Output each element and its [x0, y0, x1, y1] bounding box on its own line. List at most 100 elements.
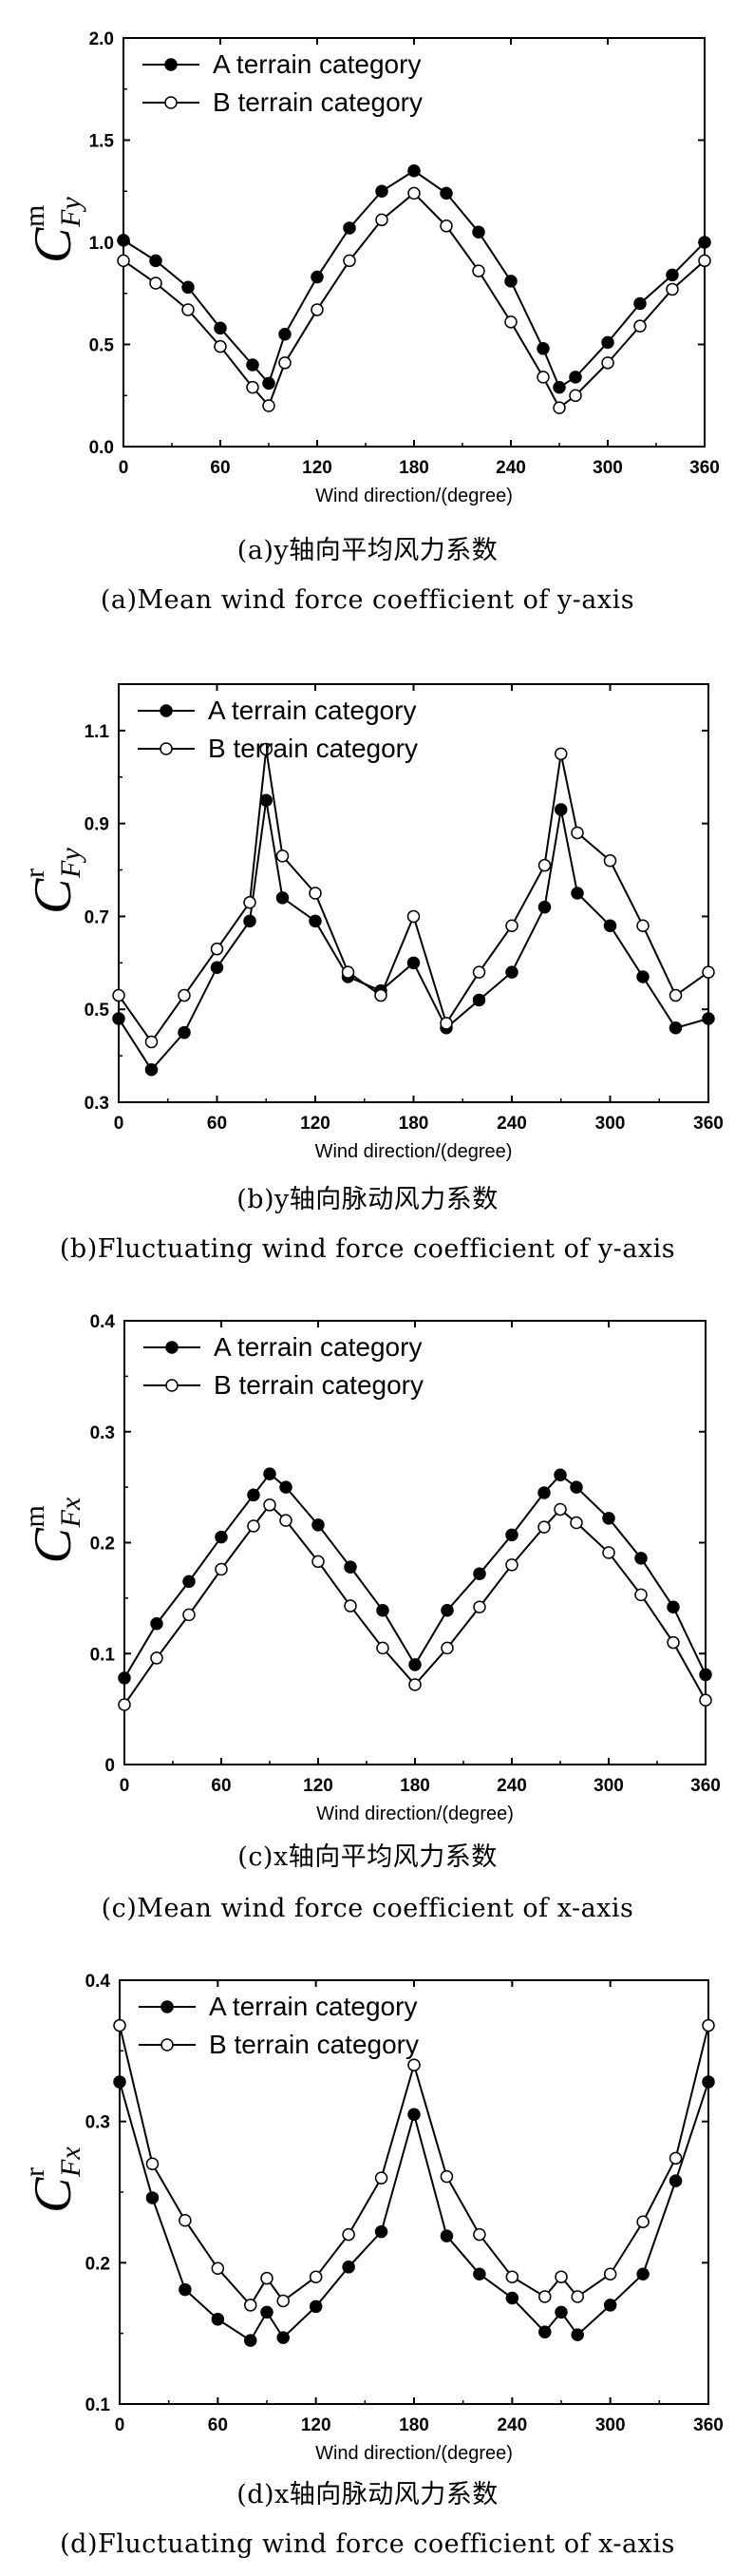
- data-point-a: [181, 280, 195, 295]
- data-point-a: [669, 1021, 683, 1035]
- legend-marker: [164, 96, 178, 109]
- chart-a: 0 60 120 180 240 300 360 0.0 0.5 1.0 1.5 2.0 Wind di…: [19, 29, 720, 506]
- data-point-b: [117, 254, 130, 268]
- data-point-a: [472, 225, 485, 239]
- x-tick-label: 120: [303, 1776, 333, 1796]
- x-tick-label: 0: [114, 1114, 124, 1134]
- caption-en-c: (c)Mean wind force coefficient of x-axis: [101, 1894, 634, 1923]
- data-point-b: [341, 965, 355, 979]
- y-axis-label-sub: Fx: [55, 2147, 86, 2178]
- data-point-b: [259, 742, 273, 756]
- x-tick-label: 300: [595, 2415, 626, 2435]
- data-point-a: [537, 342, 550, 355]
- data-point-a: [441, 1603, 454, 1617]
- data-point-a: [276, 2331, 290, 2344]
- data-point-a: [112, 1012, 125, 1025]
- data-point-a: [505, 2291, 519, 2305]
- data-point-b: [260, 2271, 273, 2285]
- caption-cn-a: (a)y轴向平均风力系数: [236, 536, 499, 565]
- data-point-b: [262, 399, 275, 412]
- data-point-a: [406, 956, 421, 970]
- x-tick-label: 60: [207, 1114, 227, 1134]
- data-point-b: [276, 2294, 290, 2308]
- data-point-a: [118, 1671, 131, 1685]
- data-point-a: [669, 2174, 683, 2187]
- data-point-b: [246, 380, 259, 394]
- y-axis-label-sup: m: [19, 205, 50, 227]
- data-point-b: [343, 254, 356, 268]
- data-point-b: [473, 2227, 486, 2242]
- x-axis-label: Wind direction/(degree): [315, 2443, 513, 2464]
- y-axis-label-sub: Fy: [55, 848, 86, 879]
- data-point-b: [244, 2299, 257, 2312]
- data-point-a: [666, 268, 679, 282]
- data-point-b: [376, 1641, 389, 1655]
- data-point-b: [473, 1600, 486, 1613]
- data-point-a: [570, 1480, 583, 1494]
- data-point-a: [210, 961, 224, 974]
- data-point-b: [214, 339, 227, 353]
- data-point-b: [537, 858, 552, 872]
- x-tick-label: 360: [693, 2415, 724, 2435]
- data-point-b: [537, 1520, 551, 1534]
- chart-panel-d: 0 60 120 180 240 300 360 0.1 0.2 0.3 0.4 Wind direc…: [0, 1938, 735, 2576]
- data-point-a: [601, 335, 614, 350]
- data-point-b: [634, 1588, 648, 1602]
- data-point-a: [344, 1560, 357, 1574]
- data-point-a: [702, 2075, 715, 2089]
- data-point-a: [699, 1668, 712, 1682]
- data-point-b: [149, 277, 162, 290]
- y-tick-label: 0.3: [90, 1423, 115, 1443]
- data-point-a: [343, 221, 356, 235]
- data-point-a: [603, 919, 617, 932]
- y-tick-label: 0.1: [85, 2395, 111, 2415]
- y-axis-label: Cm Fx: [19, 1497, 86, 1563]
- data-point-b: [504, 315, 518, 329]
- data-point-b: [243, 896, 256, 909]
- legend-marker: [160, 742, 173, 755]
- data-point-a: [342, 2261, 355, 2274]
- data-point-b: [374, 988, 387, 1002]
- data-point-a: [505, 965, 518, 979]
- y-tick-label: 0.0: [89, 438, 114, 458]
- legend-marker: [160, 704, 173, 717]
- data-point-a: [667, 1600, 680, 1613]
- y-tick-label: 0.5: [89, 336, 115, 356]
- x-tick-label: 120: [302, 458, 332, 478]
- y-axis-label-sup: r: [19, 868, 50, 878]
- data-point-a: [214, 321, 227, 335]
- legend-label: B terrain category: [208, 734, 418, 763]
- data-point-a: [311, 270, 324, 284]
- data-point-b: [407, 186, 421, 200]
- data-point-b: [505, 919, 518, 932]
- data-point-b: [636, 919, 650, 932]
- data-point-b: [571, 2290, 584, 2303]
- data-point-a: [571, 887, 584, 900]
- data-point-b: [406, 909, 421, 924]
- y-tick-label: 0.1: [90, 1645, 116, 1665]
- data-point-b: [182, 1608, 196, 1622]
- y-tick-label: 2.0: [89, 29, 114, 49]
- y-tick-label: 1.5: [89, 132, 115, 152]
- caption-en-a: (a)Mean wind force coefficient of y-axis: [100, 585, 635, 615]
- data-point-b: [554, 1502, 567, 1517]
- data-point-b: [636, 2215, 650, 2228]
- data-point-b: [263, 1498, 276, 1512]
- data-point-a: [246, 358, 259, 372]
- y-axis-label-sub: Fx: [55, 1497, 86, 1528]
- data-point-a: [569, 371, 582, 384]
- data-point-a: [633, 296, 647, 311]
- data-point-a: [636, 2267, 650, 2280]
- data-point-a: [117, 234, 130, 247]
- data-point-a: [603, 2299, 617, 2312]
- y-tick-label: 0.3: [85, 2113, 110, 2133]
- data-point-a: [149, 254, 162, 268]
- data-point-b: [702, 965, 715, 979]
- data-point-b: [118, 1698, 131, 1711]
- y-axis-label: Cm Fy: [19, 197, 86, 263]
- data-point-b: [145, 2157, 160, 2171]
- legend-marker: [160, 2000, 174, 2013]
- data-point-b: [702, 2018, 715, 2032]
- x-tick-label: 240: [497, 1776, 527, 1796]
- caption-cn-b: (b)y轴向脉动风力系数: [236, 1185, 499, 1214]
